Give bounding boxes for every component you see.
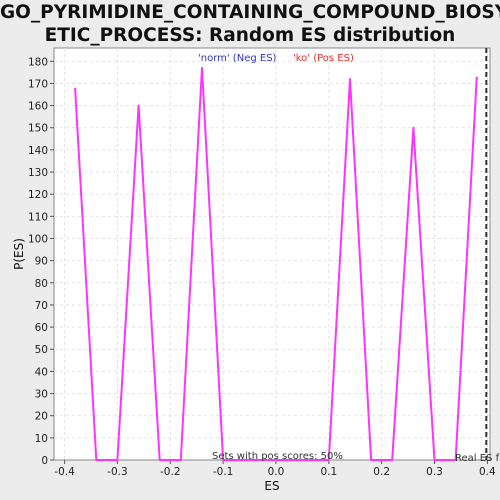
y-tick-label: 110 <box>28 211 48 223</box>
y-tick-label: 20 <box>35 411 48 423</box>
y-tick-label: 120 <box>28 189 48 201</box>
x-tick-label: 0.1 <box>320 466 337 478</box>
series-group <box>74 66 478 461</box>
y-tick-label: 70 <box>35 300 48 312</box>
x-tick-label: 0.3 <box>426 466 443 478</box>
y-tick-label: 180 <box>28 56 48 68</box>
grid <box>54 48 490 460</box>
y-tick-label: 150 <box>28 123 48 135</box>
legend-neg-es: 'norm' (Neg ES) <box>198 53 277 64</box>
y-tick-label: 90 <box>35 256 48 268</box>
y-tick-label: 100 <box>28 233 48 245</box>
y-tick-label: 50 <box>35 344 48 356</box>
chart-title-line-1: GO_PYRIMIDINE_CONTAINING_COMPOUND_BIOSYN… <box>0 2 500 23</box>
y-tick-label: 170 <box>28 78 48 90</box>
x-axis-label: ES <box>264 479 279 493</box>
pos-scores-note: Sets with pos scores: 50% <box>212 451 343 462</box>
y-tick-label: 30 <box>35 389 48 401</box>
x-tick-label: 0.0 <box>268 466 285 478</box>
x-axis: -0.4 -0.3 -0.2 -0.1 0.0 0.1 0.2 0.3 0.4 <box>54 460 496 478</box>
y-tick-label: 0 <box>41 455 48 467</box>
x-tick-label: -0.2 <box>160 466 181 478</box>
real-es-label: Real ES f <box>455 453 500 464</box>
x-tick-label: -0.4 <box>54 466 75 478</box>
y-tick-label: 80 <box>35 278 48 290</box>
x-tick-label: 0.4 <box>479 466 496 478</box>
y-tick-label: 160 <box>28 101 48 113</box>
y-tick-label: 140 <box>28 145 48 157</box>
x-tick-label: -0.1 <box>213 466 234 478</box>
y-tick-label: 130 <box>28 167 48 179</box>
chart-title: GO_PYRIMIDINE_CONTAINING_COMPOUND_BIOSYN… <box>0 1 500 47</box>
y-tick-label: 10 <box>35 433 48 445</box>
x-tick-label: -0.3 <box>107 466 128 478</box>
y-axis: 0 10 20 30 40 50 60 70 80 90 100 110 120 130 140 150 160… <box>28 56 54 467</box>
plot-area <box>53 47 491 461</box>
es-distribution-line <box>74 66 478 461</box>
legend-pos-es: 'ko' (Pos ES) <box>293 53 354 64</box>
chart-title-line-2: ETIC_PROCESS: Random ES distribution <box>44 25 456 46</box>
y-tick-label: 40 <box>35 366 48 378</box>
x-tick-label: 0.2 <box>373 466 390 478</box>
y-tick-label: 60 <box>35 322 48 334</box>
y-axis-label: P(ES) <box>12 238 26 270</box>
